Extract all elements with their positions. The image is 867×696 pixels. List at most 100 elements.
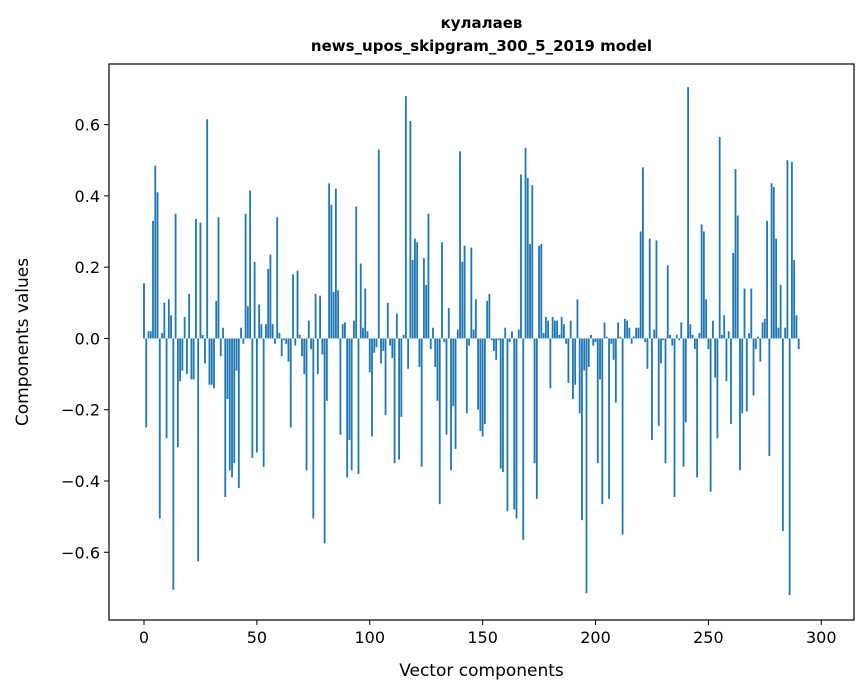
bar-163 bbox=[511, 331, 513, 339]
bar-138 bbox=[454, 338, 457, 449]
bar-130 bbox=[436, 338, 439, 401]
bar-167 bbox=[520, 174, 522, 339]
bar-187 bbox=[565, 338, 568, 344]
bar-87 bbox=[339, 338, 342, 435]
bar-219 bbox=[637, 327, 640, 339]
bar-76 bbox=[314, 293, 317, 339]
bar-184 bbox=[558, 334, 561, 339]
bar-211 bbox=[619, 336, 622, 339]
bar-10 bbox=[165, 338, 168, 439]
bar-192 bbox=[576, 299, 579, 339]
bar-145 bbox=[470, 247, 473, 339]
bar-152 bbox=[486, 301, 489, 339]
bar-172 bbox=[531, 185, 534, 339]
bar-155 bbox=[493, 338, 495, 351]
bar-37 bbox=[226, 338, 229, 400]
bar-75 bbox=[312, 338, 315, 519]
bar-68 bbox=[296, 270, 299, 339]
bar-57 bbox=[271, 324, 274, 339]
bar-43 bbox=[240, 327, 242, 339]
bar-149 bbox=[479, 338, 482, 432]
bar-151 bbox=[483, 338, 486, 424]
bar-245 bbox=[696, 338, 699, 478]
bar-247 bbox=[700, 224, 703, 339]
bar-3 bbox=[149, 331, 152, 339]
bar-20 bbox=[188, 293, 191, 339]
bar-42 bbox=[237, 338, 240, 489]
bar-177 bbox=[542, 333, 545, 339]
bar-278 bbox=[770, 183, 773, 339]
bar-206 bbox=[608, 338, 610, 499]
plot-area-frame bbox=[108, 63, 855, 621]
bar-268 bbox=[748, 333, 750, 339]
bar-62 bbox=[283, 338, 285, 341]
bar-165 bbox=[515, 338, 518, 519]
bar-254 bbox=[716, 338, 719, 439]
bar-260 bbox=[730, 338, 732, 424]
bar-202 bbox=[599, 338, 601, 380]
bar-100 bbox=[368, 338, 371, 373]
bar-108 bbox=[386, 302, 389, 339]
bar-220 bbox=[639, 231, 642, 339]
bar-69 bbox=[298, 334, 301, 339]
bar-99 bbox=[366, 331, 369, 339]
bar-290 bbox=[797, 338, 800, 350]
bar-33 bbox=[217, 217, 220, 339]
bar-104 bbox=[377, 149, 380, 339]
bar-135 bbox=[447, 308, 450, 339]
bar-11 bbox=[167, 299, 170, 339]
bar-200 bbox=[594, 338, 597, 342]
bar-231 bbox=[664, 338, 667, 464]
bar-31 bbox=[213, 338, 215, 389]
bar-157 bbox=[497, 338, 500, 341]
bar-77 bbox=[316, 338, 319, 375]
bar-272 bbox=[757, 336, 759, 339]
bar-154 bbox=[490, 338, 493, 341]
bar-9 bbox=[163, 302, 166, 339]
bar-114 bbox=[400, 338, 403, 417]
bar-246 bbox=[698, 333, 701, 339]
bar-199 bbox=[592, 338, 595, 346]
bar-85 bbox=[334, 188, 337, 339]
bar-65 bbox=[289, 338, 292, 428]
bar-159 bbox=[502, 338, 504, 473]
bar-55 bbox=[267, 268, 270, 339]
bar-270 bbox=[752, 338, 755, 396]
bar-209 bbox=[614, 338, 617, 403]
bar-225 bbox=[651, 338, 653, 441]
bar-285 bbox=[786, 160, 789, 339]
bar-230 bbox=[662, 338, 665, 341]
bar-25 bbox=[199, 222, 202, 339]
y-tick-label: 0.0 bbox=[75, 329, 100, 348]
bar-280 bbox=[775, 238, 778, 339]
bar-250 bbox=[707, 338, 710, 350]
bar-26 bbox=[201, 334, 204, 339]
bar-194 bbox=[581, 338, 583, 521]
y-tick-label: 0.2 bbox=[75, 258, 100, 277]
bar-201 bbox=[596, 338, 599, 464]
bar-264 bbox=[739, 338, 741, 471]
bar-217 bbox=[632, 336, 635, 339]
bar-160 bbox=[504, 327, 507, 339]
bar-205 bbox=[605, 336, 608, 339]
bar-140 bbox=[459, 151, 461, 339]
bar-36 bbox=[224, 338, 227, 498]
bar-107 bbox=[384, 338, 387, 416]
y-tick-label: 0.4 bbox=[75, 187, 100, 206]
chart-title-line-1: кулалаев bbox=[441, 14, 523, 32]
bar-176 bbox=[540, 243, 543, 339]
y-tick-label: −0.6 bbox=[61, 543, 100, 562]
bar-48 bbox=[251, 338, 254, 458]
bar-189 bbox=[569, 320, 572, 339]
bar-251 bbox=[709, 338, 712, 492]
bar-164 bbox=[513, 338, 516, 510]
bar-198 bbox=[590, 334, 592, 339]
bar-124 bbox=[423, 258, 425, 339]
chart-title-line-2: news_upos_skipgram_300_5_2019 model bbox=[311, 37, 652, 55]
bar-133 bbox=[443, 338, 446, 342]
bar-27 bbox=[204, 338, 206, 364]
bar-35 bbox=[222, 327, 224, 339]
bar-180 bbox=[549, 338, 552, 389]
bar-221 bbox=[642, 167, 644, 339]
bar-128 bbox=[432, 327, 434, 339]
